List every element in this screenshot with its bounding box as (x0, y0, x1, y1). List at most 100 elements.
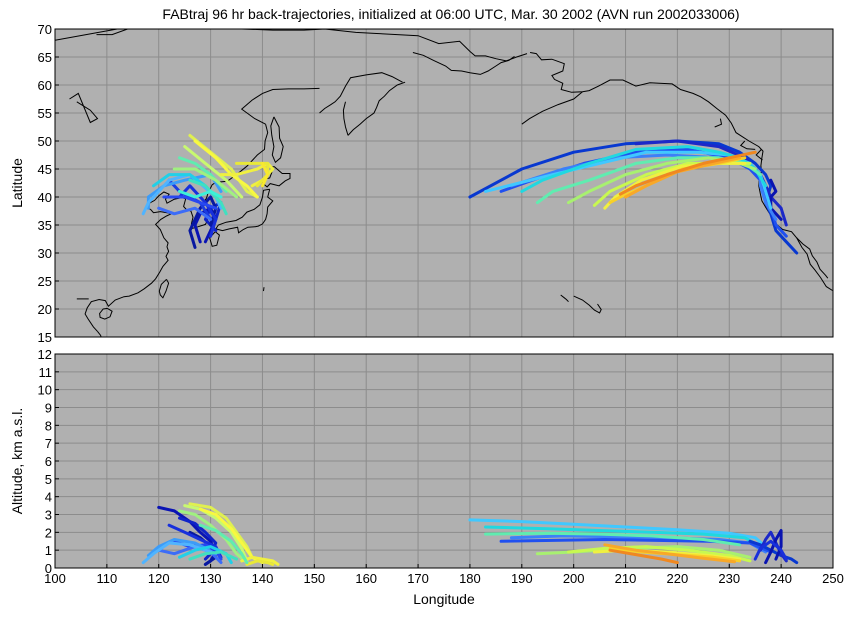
trajectory-line (240, 555, 280, 566)
trajectory-line (753, 539, 788, 561)
x-tick-label: 230 (718, 571, 740, 586)
altitude-x-tick-labels: 100 110 120 130 140 150 160 170 180 190 200 210 220 2… (44, 564, 844, 586)
y-tick-label: 4 (45, 490, 52, 505)
x-tick-label: 120 (148, 571, 170, 586)
trajectory-line (769, 178, 783, 221)
trajectory-line (188, 550, 238, 561)
trajectory-line (198, 523, 249, 565)
coastline (99, 307, 113, 320)
coastline (270, 116, 284, 164)
coastline (560, 294, 569, 303)
y-tick-label: 2 (45, 525, 52, 540)
y-tick-label: 70 (38, 22, 52, 37)
trajectory-line (146, 538, 218, 557)
y-tick-label: 11 (39, 365, 53, 380)
x-tick-label: 180 (459, 571, 481, 586)
trajectory-line (603, 543, 736, 564)
coastline (796, 237, 829, 279)
y-tick-label: 7 (45, 436, 52, 451)
coastline (739, 140, 756, 150)
coastline (714, 118, 723, 128)
coastline (342, 101, 349, 136)
trajectory-line (758, 530, 788, 563)
y-tick-label: 55 (38, 106, 52, 121)
trajectory-line (499, 538, 773, 554)
map-panel: 15 20 25 30 35 40 45 50 55 60 65 70 Latitude (9, 22, 834, 345)
coastline (755, 149, 763, 161)
map-plot-area (55, 29, 833, 337)
x-tick-label: 200 (563, 571, 585, 586)
coastline (214, 188, 274, 234)
y-tick-label: 15 (38, 330, 52, 345)
coastline (69, 92, 99, 124)
y-tick-label: 25 (38, 274, 52, 289)
y-tick-label: 9 (45, 401, 52, 416)
trajectory-line (520, 145, 768, 193)
trajectory-line (245, 559, 275, 566)
map-frame (54, 28, 834, 338)
coastline (573, 295, 602, 314)
coastline (412, 52, 515, 75)
coastline (319, 72, 403, 114)
trajectory-line (183, 504, 249, 563)
trajectory-line (608, 548, 679, 565)
x-tick-label: 160 (355, 571, 377, 586)
altitude-y-axis-label: Altitude, km a.s.l. (9, 408, 25, 515)
coastline (261, 166, 291, 188)
x-tick-label: 170 (407, 571, 429, 586)
x-tick-label: 140 (252, 571, 274, 586)
trajectory-line (157, 206, 213, 221)
coastline (158, 278, 170, 299)
trajectory-line (261, 161, 270, 188)
trajectory-line (188, 502, 254, 559)
trajectory-line (484, 531, 742, 547)
trajectory-line (468, 139, 799, 255)
coastline (179, 29, 528, 62)
trajectory-line (178, 184, 218, 238)
x-tick-label: 250 (822, 571, 844, 586)
coastline (347, 81, 406, 136)
y-tick-label: 3 (45, 508, 52, 523)
altitude-x-axis-label: Longitude (413, 591, 475, 607)
coastline (96, 29, 128, 36)
map-y-axis-label: Latitude (9, 158, 25, 208)
y-tick-label: 40 (38, 190, 52, 205)
y-tick-label: 30 (38, 246, 52, 261)
coastline (55, 29, 180, 41)
y-tick-label: 20 (38, 302, 52, 317)
trajectory-line (178, 189, 223, 199)
y-tick-label: 1 (45, 543, 52, 558)
coastline (240, 87, 320, 125)
y-tick-label: 6 (45, 454, 52, 469)
trajectory-line (183, 145, 244, 199)
trajectory-line (141, 541, 213, 565)
y-tick-label: 8 (45, 418, 52, 433)
trajectory-line (484, 525, 762, 549)
trajectory-line (468, 518, 768, 549)
y-tick-label: 65 (38, 50, 52, 65)
trajectory-line (618, 150, 757, 196)
y-tick-label: 12 (38, 347, 52, 362)
coastline (521, 91, 583, 125)
trajectory-line (172, 167, 238, 199)
y-tick-label: 60 (38, 78, 52, 93)
x-tick-label: 150 (303, 571, 325, 586)
x-tick-label: 110 (96, 571, 117, 586)
coastline (263, 287, 265, 292)
y-tick-label: 0 (45, 561, 52, 576)
trajectory-line (162, 195, 218, 210)
map-trajectories (141, 133, 799, 255)
x-tick-label: 130 (200, 571, 222, 586)
y-tick-label: 10 (38, 383, 52, 398)
x-tick-label: 240 (770, 571, 792, 586)
trajectory-line (748, 539, 799, 565)
trajectory-line (235, 161, 270, 188)
map-y-tick-labels: 15 20 25 30 35 40 45 50 55 60 65 70 (38, 22, 59, 345)
y-tick-label: 45 (38, 162, 52, 177)
coastline (530, 52, 833, 291)
figure-title: FABtraj 96 hr back-trajectories, initial… (162, 6, 739, 22)
x-tick-label: 210 (615, 571, 637, 586)
